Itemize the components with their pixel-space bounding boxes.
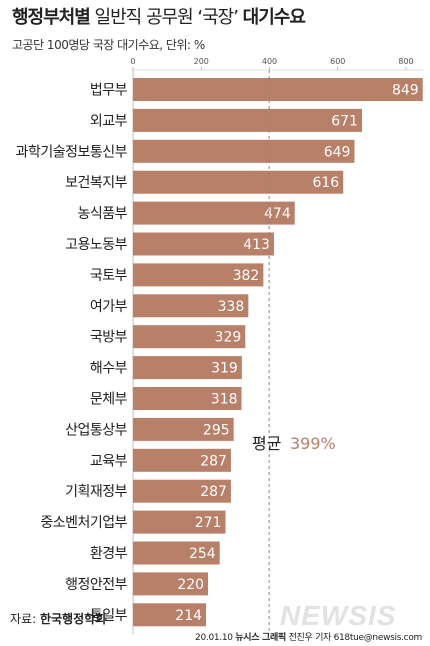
category-label: 여가부	[90, 299, 128, 315]
category-label: 통일부	[90, 608, 128, 624]
bar	[133, 263, 264, 287]
source-line: 자료: 한국행정학회	[10, 610, 106, 627]
category-label: 문체부	[90, 392, 128, 408]
source-prefix: 자료:	[10, 612, 37, 626]
value-label: 671	[331, 113, 358, 129]
x-tick-label: 600	[330, 57, 345, 66]
bar	[133, 139, 355, 163]
category-label: 교육부	[90, 453, 128, 469]
value-label: 474	[264, 206, 291, 222]
category-label: 기획재정부	[65, 484, 128, 500]
x-tick-label: 0	[130, 57, 135, 66]
bar	[133, 170, 344, 194]
value-label: 254	[189, 546, 216, 562]
value-label: 382	[233, 268, 260, 284]
bar	[133, 78, 423, 101]
category-label: 과학기술정보통신부	[16, 144, 128, 160]
credit-author: 전진우 기자 618tue@newsis.com	[288, 633, 423, 643]
bar	[133, 572, 209, 596]
x-tick-label: 800	[398, 57, 413, 66]
category-label: 해수부	[90, 361, 128, 377]
value-label: 220	[177, 577, 204, 593]
bar	[133, 479, 231, 503]
bar	[133, 603, 207, 627]
category-label: 보건복지부	[65, 175, 128, 191]
category-label: 중소벤처기업부	[40, 515, 127, 531]
category-label: 고용노동부	[65, 237, 128, 253]
value-label: 338	[218, 299, 245, 315]
bar	[133, 201, 295, 225]
page-title: 행정부처별 일반직 공무원 ‘국장’ 대기수요	[12, 6, 422, 30]
credit-date: 20.01.10	[195, 633, 233, 643]
chart-subtitle: 고공단 100명당 국장 대기수요, 단위: %	[12, 38, 205, 52]
value-label: 287	[200, 484, 227, 500]
value-label: 318	[211, 392, 238, 408]
value-label: 295	[203, 422, 230, 438]
category-label: 외교부	[90, 113, 128, 129]
bar	[133, 541, 220, 565]
average-value: 399%	[290, 434, 336, 453]
category-label: 행정안전부	[65, 577, 128, 593]
category-label: 법무부	[90, 83, 128, 99]
category-label: 산업통상부	[65, 422, 128, 438]
value-label: 649	[324, 144, 351, 160]
bar	[133, 417, 234, 441]
category-label: 국토부	[90, 268, 128, 284]
source-name: 한국행정학회	[39, 612, 107, 626]
value-label: 319	[211, 361, 238, 377]
bar	[133, 387, 242, 410]
bar	[133, 448, 231, 472]
bar	[133, 294, 249, 318]
bar	[133, 108, 362, 132]
x-tick-label: 200	[194, 57, 209, 66]
watermark-logo: NEWSIS	[280, 600, 397, 631]
title-regular: 일반직 공무원 ‘국장’	[94, 7, 239, 28]
value-label: 616	[312, 175, 339, 191]
category-label: 환경부	[90, 546, 128, 562]
value-label: 413	[243, 237, 270, 253]
bar	[133, 232, 274, 256]
value-label: 329	[215, 330, 242, 346]
bar	[133, 510, 226, 534]
title-bold: 행정부처별	[12, 7, 91, 28]
category-label: 국방부	[90, 330, 128, 346]
value-label: 287	[200, 453, 227, 469]
value-label: 849	[392, 83, 419, 99]
bar	[133, 325, 246, 349]
average-label: 평균	[252, 434, 281, 453]
title-bold-end: 대기수요	[242, 7, 306, 28]
x-tick-label: 400	[262, 57, 277, 66]
value-label: 214	[175, 608, 202, 624]
category-label: 농식품부	[77, 206, 127, 222]
credit-line: 20.01.10 뉴시스 그래픽 전진우 기자 618tue@newsis.co…	[195, 630, 422, 643]
value-label: 271	[195, 515, 222, 531]
credit-org: 뉴시스 그래픽	[235, 633, 286, 643]
bar	[133, 356, 242, 380]
